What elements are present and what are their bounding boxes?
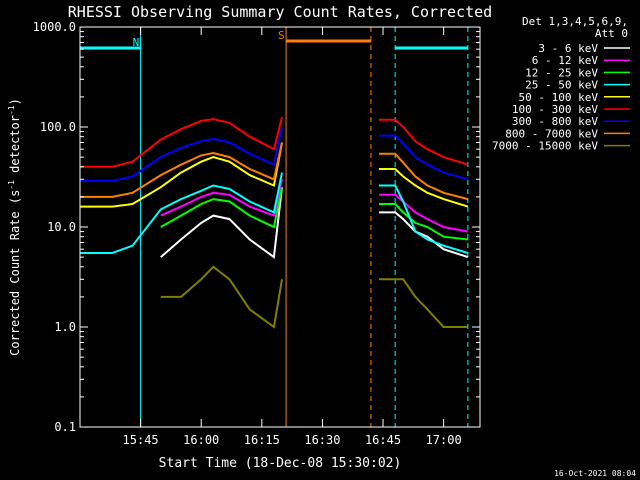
plot-frame (79, 26, 481, 428)
series-line (80, 126, 469, 182)
x-tick-label: 16:15 (244, 433, 280, 447)
series-line (160, 187, 469, 259)
y-axis-label: Corrected Count Rate (s-1 detector-1) (7, 98, 22, 356)
legend-label: 300 - 800 keV (512, 115, 598, 128)
legend-label: 6 - 12 keV (532, 54, 599, 67)
x-tick-label: 15:45 (123, 433, 159, 447)
series-line (80, 172, 469, 254)
legend-label: 12 - 25 keV (525, 66, 598, 79)
x-axis-label: Start Time (18-Dec-08 15:30:02) (159, 456, 402, 471)
legend-label: 50 - 100 keV (519, 91, 599, 104)
x-tick-label: 16:00 (183, 433, 219, 447)
x-tick-label: 16:45 (365, 433, 401, 447)
legend-header-1: Det 1,3,4,5,6,9, (522, 15, 628, 28)
legend-header-2: Att 0 (595, 27, 628, 40)
legend-label: 7000 - 15000 keV (492, 140, 598, 153)
y-tick-label: 10.0 (47, 220, 76, 234)
y-tick-label: 100.0 (40, 120, 76, 134)
legend-label: 800 - 7000 keV (505, 127, 598, 140)
flag-label: S (278, 29, 285, 42)
series-line (80, 117, 469, 168)
x-tick-label: 16:30 (304, 433, 340, 447)
y-tick-label: 0.1 (54, 420, 76, 434)
series-line (80, 142, 469, 208)
series-line (80, 142, 469, 201)
series-line (160, 187, 469, 241)
legend-label: 3 - 6 keV (538, 42, 598, 55)
x-tick-label: 17:00 (426, 433, 462, 447)
legend-label: 25 - 50 keV (525, 79, 598, 92)
y-tick-label: 1000.0 (33, 20, 76, 34)
flag-label: N (133, 36, 140, 49)
timestamp: 16-Oct-2021 08:04 (554, 469, 636, 478)
series-line (160, 265, 468, 329)
legend-label: 100 - 300 keV (512, 103, 598, 116)
chart-title: RHESSI Observing Summary Count Rates, Co… (68, 3, 492, 21)
y-tick-label: 1.0 (54, 320, 76, 334)
series-line (160, 179, 469, 233)
